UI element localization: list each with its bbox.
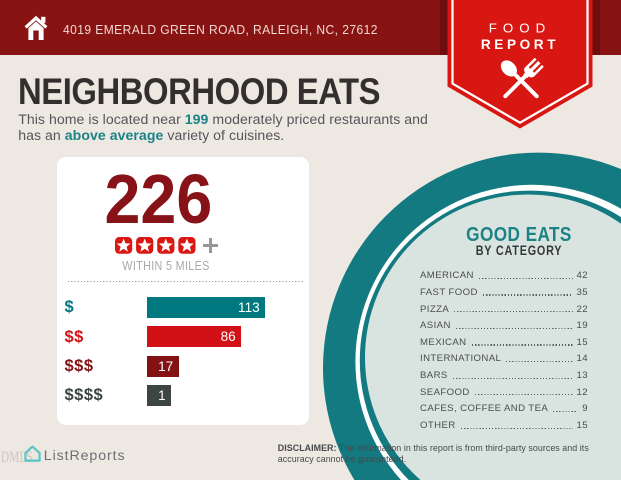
svg-text:FOOD: FOOD — [489, 21, 551, 36]
svg-text:REPORT: REPORT — [481, 37, 559, 52]
